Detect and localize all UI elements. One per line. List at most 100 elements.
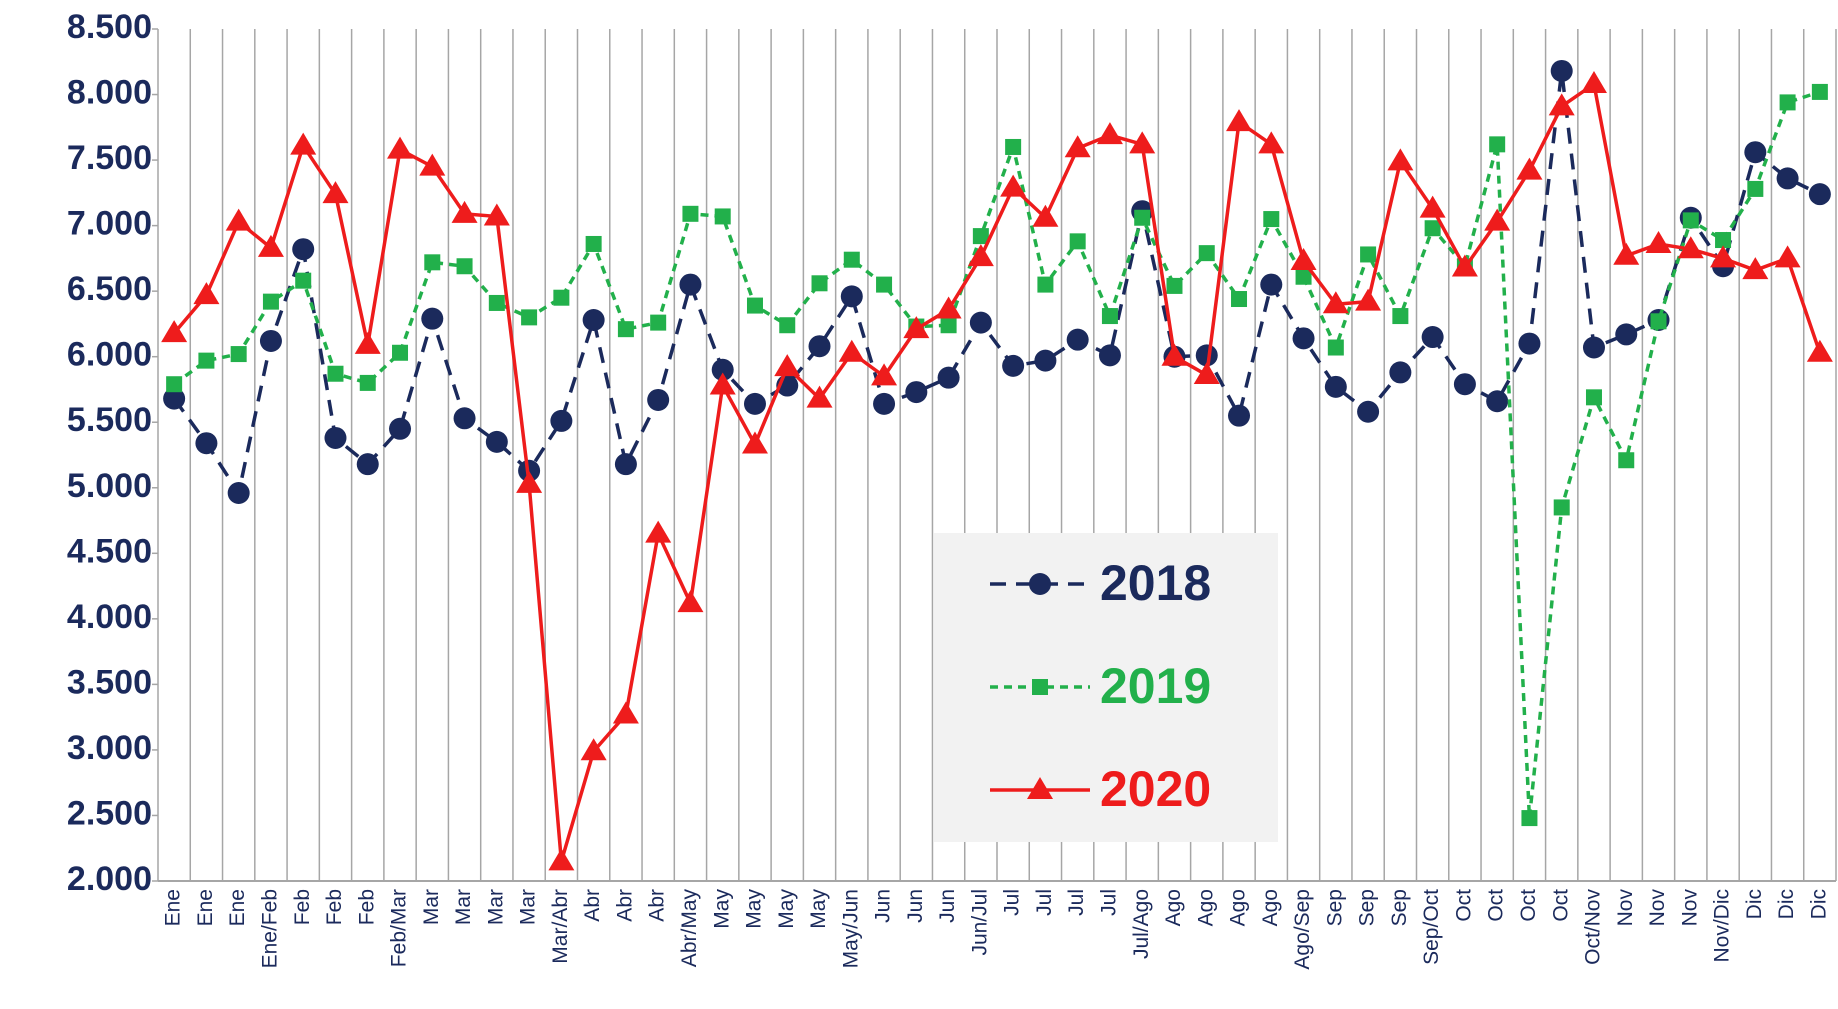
x-tick-label: Ago xyxy=(1227,889,1250,926)
marker xyxy=(743,392,766,415)
marker xyxy=(940,317,957,334)
marker xyxy=(645,520,672,543)
x-tick-label: Mar xyxy=(452,889,475,925)
marker xyxy=(359,374,376,391)
x-tick-label: May xyxy=(807,889,830,929)
x-tick-label: Nov xyxy=(1678,889,1701,927)
marker xyxy=(392,344,409,361)
y-tick-label: 7.500 xyxy=(67,139,152,177)
marker xyxy=(1098,344,1121,367)
marker xyxy=(1553,499,1570,516)
marker xyxy=(774,354,801,377)
x-tick-label: Feb xyxy=(355,889,378,925)
series-line xyxy=(172,82,1822,864)
x-tick-label: Sep xyxy=(1356,889,1379,926)
legend-label: 2018 xyxy=(1100,555,1211,611)
x-tick-label: Sep xyxy=(1323,889,1346,926)
marker xyxy=(483,203,510,226)
marker xyxy=(1327,339,1344,356)
marker xyxy=(1424,220,1441,237)
y-tick-label: 4.000 xyxy=(67,598,152,636)
marker xyxy=(1742,257,1769,280)
marker xyxy=(876,276,893,293)
marker xyxy=(582,308,605,331)
y-tick-label: 4.500 xyxy=(67,532,152,570)
marker xyxy=(1710,245,1737,268)
marker xyxy=(1195,344,1218,367)
legend-label: 2020 xyxy=(1100,761,1211,817)
marker xyxy=(937,366,960,389)
marker xyxy=(1034,349,1057,372)
marker xyxy=(1032,204,1059,227)
marker xyxy=(453,407,476,430)
marker xyxy=(903,316,930,339)
marker xyxy=(1774,245,1801,268)
x-tick-label: Ago/Sep xyxy=(1291,889,1314,970)
marker xyxy=(1518,332,1541,355)
marker xyxy=(553,289,570,306)
marker xyxy=(1811,83,1828,100)
marker xyxy=(1387,148,1414,171)
marker xyxy=(972,228,989,245)
marker xyxy=(1037,276,1054,293)
marker xyxy=(1548,93,1575,116)
y-tick-label: 6.000 xyxy=(67,336,152,374)
marker xyxy=(262,293,279,310)
marker xyxy=(1618,452,1635,469)
marker xyxy=(1355,288,1382,311)
marker xyxy=(840,285,863,308)
marker xyxy=(548,848,575,871)
marker xyxy=(456,258,473,275)
marker xyxy=(1645,230,1672,253)
marker xyxy=(166,376,183,393)
x-tick-label: Abr xyxy=(646,889,669,922)
marker xyxy=(1032,679,1048,695)
marker xyxy=(1198,245,1215,262)
marker xyxy=(1392,308,1409,325)
x-tick-label: Abr xyxy=(581,889,604,922)
series-line xyxy=(173,90,1821,820)
marker xyxy=(614,453,637,476)
y-tick-label: 3.000 xyxy=(67,729,152,767)
marker xyxy=(230,346,247,363)
x-tick-label: Feb/Mar xyxy=(388,889,411,967)
x-tick-label: Oct xyxy=(1485,889,1508,922)
x-tick-label: Ago xyxy=(1162,889,1185,926)
x-tick-label: Oct/Nov xyxy=(1582,889,1605,965)
marker xyxy=(451,200,478,223)
x-tick-label: Dic xyxy=(1775,889,1798,919)
marker xyxy=(421,307,444,330)
marker xyxy=(711,358,734,381)
marker xyxy=(1231,291,1248,308)
marker xyxy=(389,417,412,440)
marker xyxy=(193,282,220,305)
marker xyxy=(1292,327,1315,350)
y-tick-label: 2.000 xyxy=(67,860,152,898)
marker xyxy=(1002,354,1025,377)
x-tick-label: Abr xyxy=(613,889,636,922)
y-tick-label: 3.500 xyxy=(67,663,152,701)
x-tick-label: Jul xyxy=(1001,889,1024,916)
x-tick-label: Sep xyxy=(1388,889,1411,926)
marker xyxy=(1582,336,1605,359)
marker xyxy=(741,431,768,454)
x-tick-label: Mar/Abr xyxy=(549,889,572,964)
x-tick-label: Ago xyxy=(1259,889,1282,926)
marker xyxy=(1129,131,1156,154)
x-tick-label: Jun xyxy=(936,889,959,923)
y-tick-label: 5.500 xyxy=(67,401,152,439)
x-tick-label: Nov xyxy=(1614,889,1637,927)
marker xyxy=(1324,375,1347,398)
marker xyxy=(1029,573,1051,595)
marker xyxy=(195,432,218,455)
x-tick-label: Ago xyxy=(1194,889,1217,926)
y-tick-label: 2.500 xyxy=(67,794,152,832)
x-tick-label: Jul xyxy=(1033,889,1056,916)
marker xyxy=(1744,141,1767,164)
y-tick-label: 5.000 xyxy=(67,467,152,505)
marker xyxy=(225,208,252,231)
marker xyxy=(387,136,414,159)
marker xyxy=(1096,122,1123,145)
marker xyxy=(843,251,860,268)
marker xyxy=(1228,404,1251,427)
